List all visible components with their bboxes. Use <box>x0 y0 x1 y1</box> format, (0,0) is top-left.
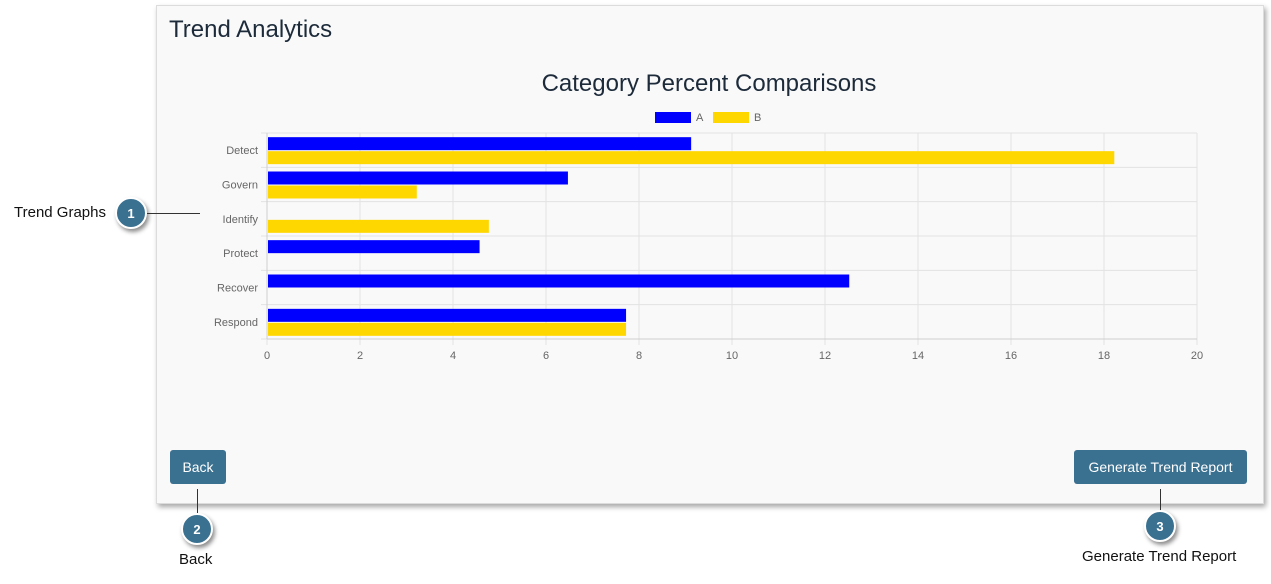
legend-label-a: A <box>696 112 704 124</box>
trend-graphs-chart: Category Percent Comparisons A B 0 2 4 6 8 10 12 1… <box>214 70 1203 362</box>
bar-a-respond <box>268 308 627 322</box>
callout-3-label: Generate Trend Report <box>1082 548 1237 565</box>
x-tick-label: 6 <box>543 350 549 362</box>
callout-2-badge: 2 <box>181 513 213 545</box>
callout-3-badge: 3 <box>1144 510 1176 542</box>
bar-b-respond <box>268 322 627 336</box>
bar-b-identify <box>268 219 489 233</box>
x-tick-label: 14 <box>912 350 924 362</box>
x-tick-label: 18 <box>1098 350 1110 362</box>
chart-title: Category Percent Comparisons <box>542 70 877 97</box>
legend-swatch-b <box>713 112 749 123</box>
y-tick-label-respond: Respond <box>214 317 258 329</box>
back-button[interactable]: Back <box>170 450 226 484</box>
callout-2-connector <box>197 489 198 513</box>
trend-analytics-panel: Trend Analytics Category Percent Compari… <box>156 5 1264 504</box>
bar-a-detect <box>268 137 692 151</box>
bar-b-detect <box>268 151 1115 165</box>
legend-swatch-a <box>655 112 691 123</box>
y-tick-label-recover: Recover <box>217 283 258 295</box>
x-tick-label: 4 <box>450 350 456 362</box>
callout-1-label: Trend Graphs <box>14 204 106 221</box>
x-tick-label: 2 <box>357 350 363 362</box>
y-tick-label-protect: Protect <box>223 248 258 260</box>
y-tick-label-govern: Govern <box>222 180 258 192</box>
x-tick-label: 12 <box>819 350 831 362</box>
x-tick-label: 16 <box>1005 350 1017 362</box>
page-title: Trend Analytics <box>169 16 333 43</box>
x-tick-label: 8 <box>636 350 642 362</box>
bar-a-govern <box>268 171 568 185</box>
y-tick-label-detect: Detect <box>226 145 258 157</box>
y-tick-label-identify: Identify <box>223 214 259 226</box>
bar-a-protect <box>268 240 480 254</box>
callout-2-label: Back <box>179 551 213 568</box>
bar-a-recover <box>268 274 850 288</box>
callout-3-connector <box>1160 489 1161 511</box>
x-tick-label: 20 <box>1191 350 1203 362</box>
legend-label-b: B <box>754 112 761 124</box>
generate-trend-report-button[interactable]: Generate Trend Report <box>1074 450 1247 484</box>
bar-b-govern <box>268 185 417 199</box>
x-tick-label: 0 <box>264 350 270 362</box>
callout-1-badge: 1 <box>115 197 147 229</box>
callout-1-connector <box>147 213 200 214</box>
x-tick-label: 10 <box>726 350 738 362</box>
